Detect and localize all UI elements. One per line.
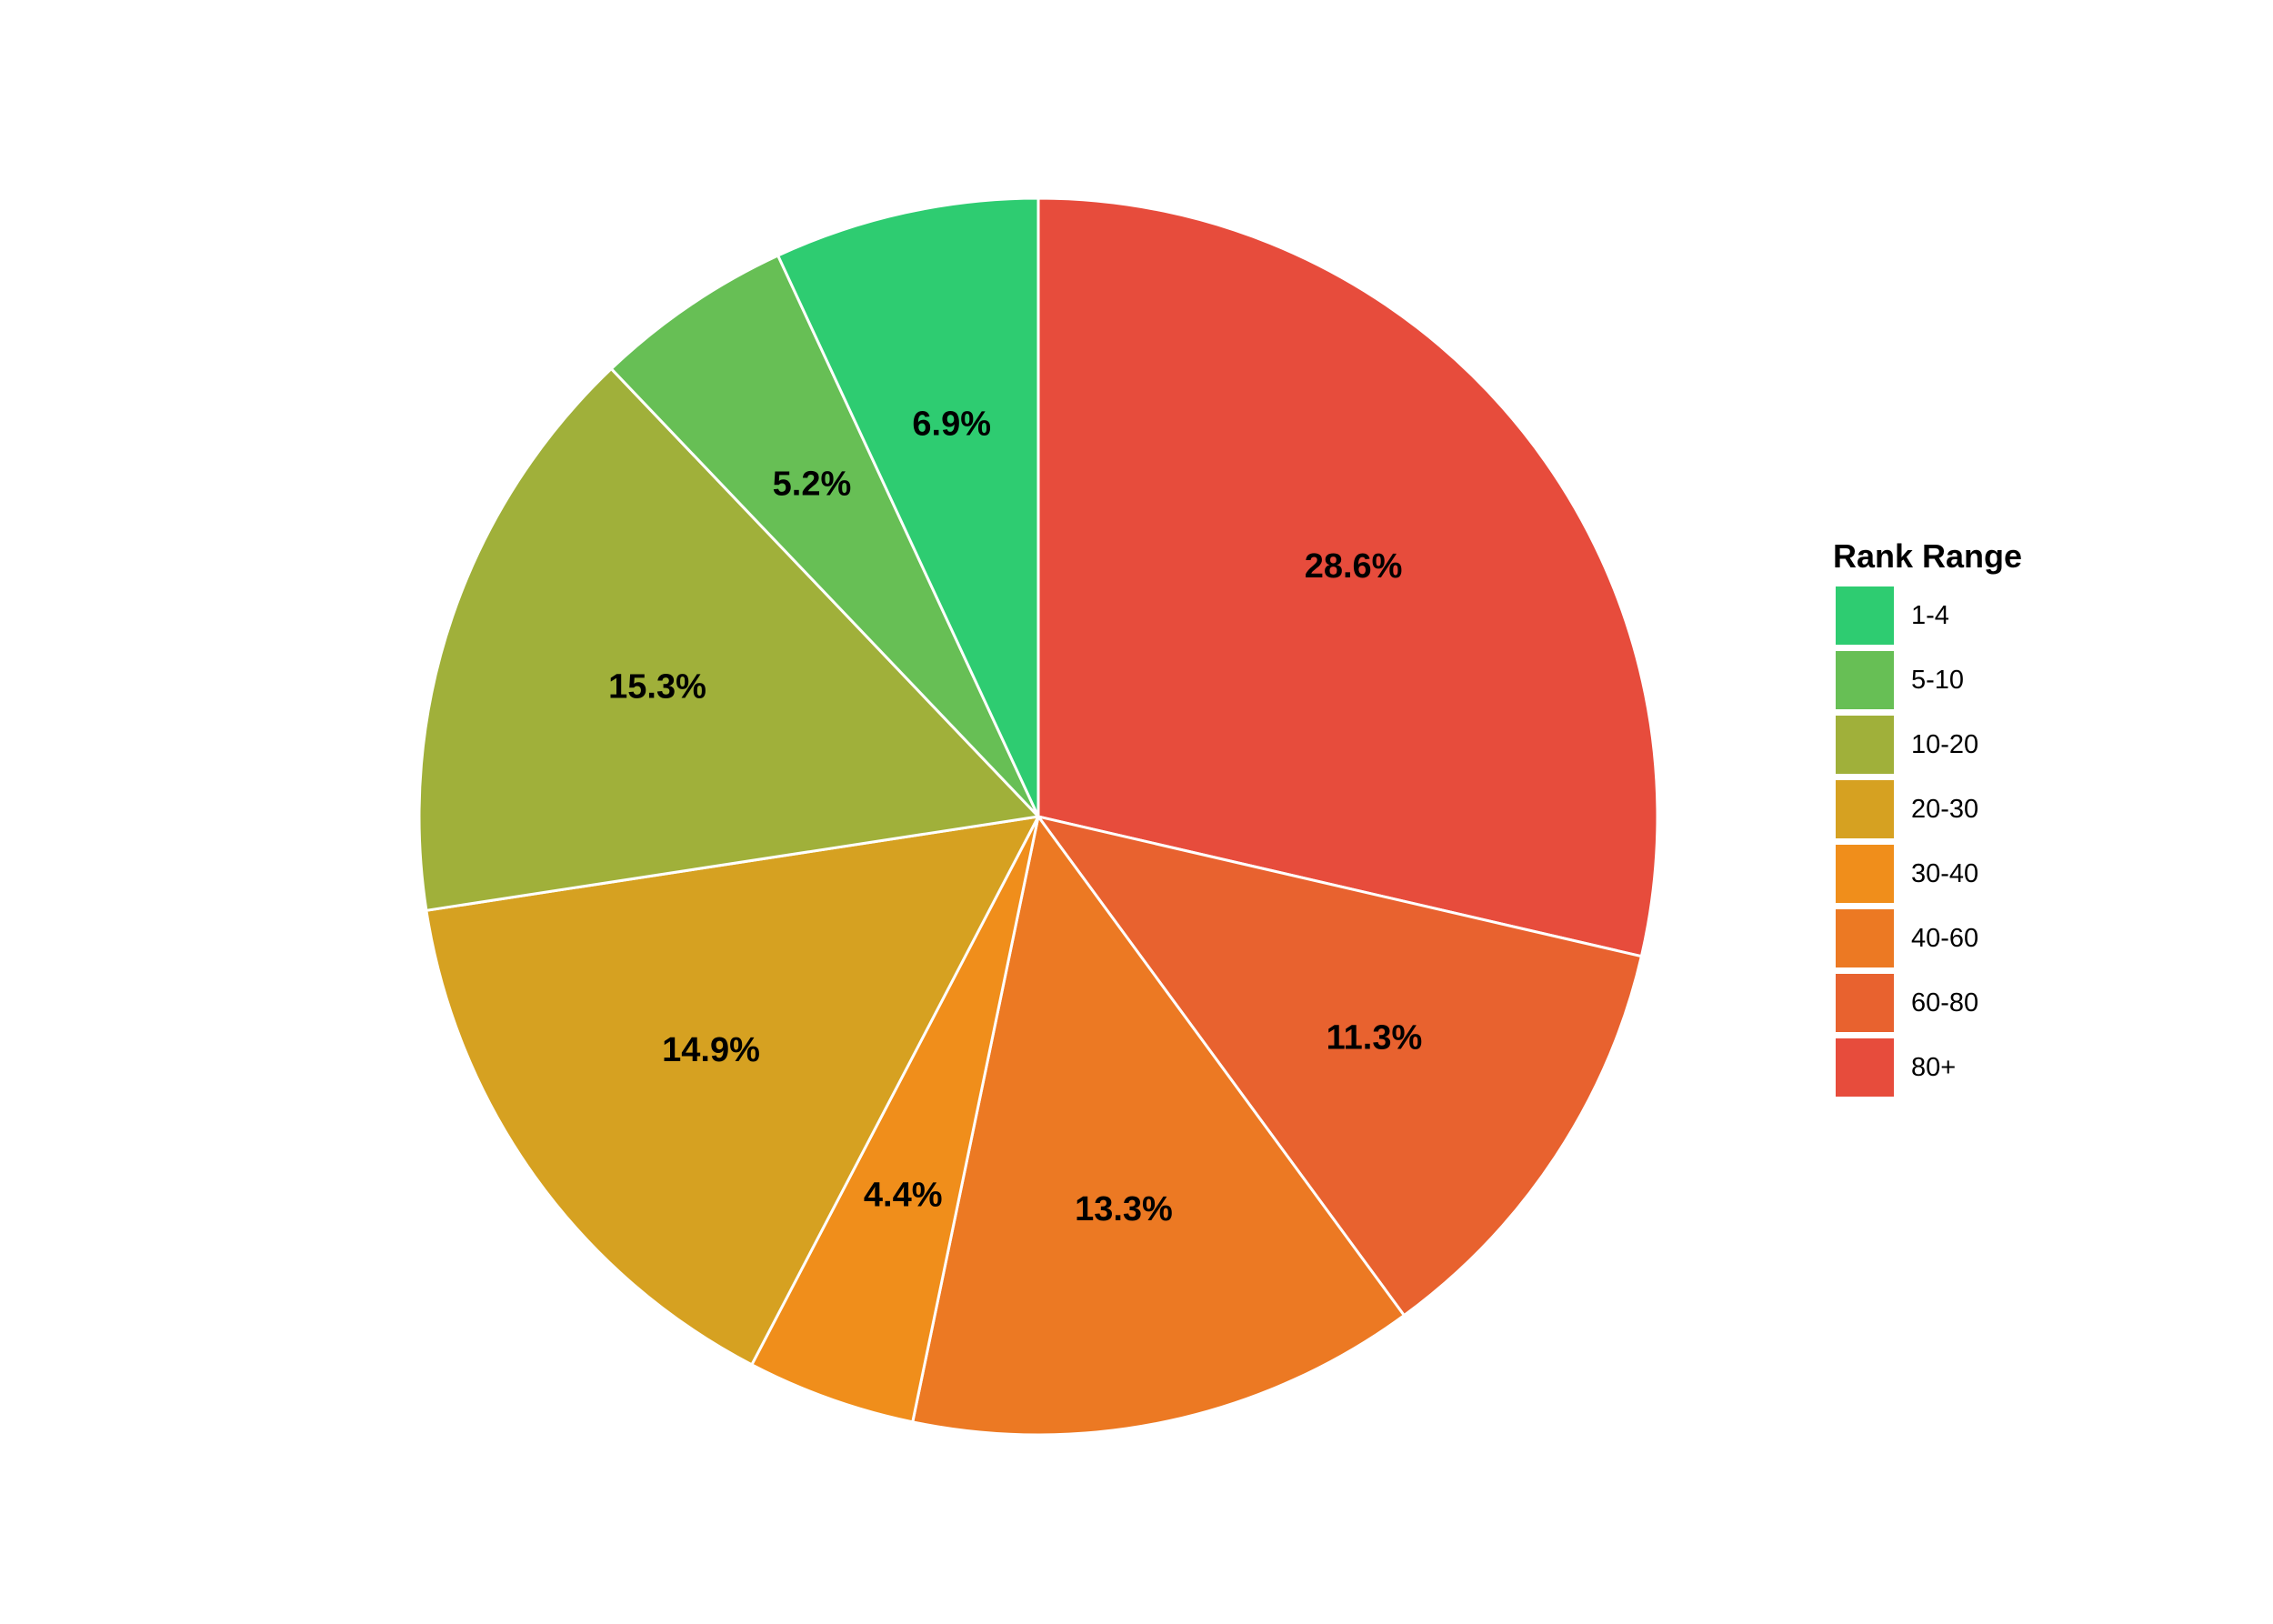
legend-label-40-60: 40-60 [1911, 924, 1978, 953]
legend-label-10-20: 10-20 [1911, 730, 1978, 759]
pie-slice-20-30 [425, 815, 1040, 1367]
legend-label-1-4: 1-4 [1911, 601, 1949, 630]
slice-label-20-30: 14.9% [662, 1031, 760, 1069]
pie-slice-10-20 [417, 367, 1040, 912]
slice-label-80+: 28.6% [1305, 547, 1403, 586]
slice-label-60-80: 11.3% [1327, 1018, 1423, 1057]
legend-swatch-10-20 [1834, 714, 1896, 776]
legend-swatch-80+ [1834, 1037, 1896, 1098]
slice-label-5-10: 5.2% [773, 466, 852, 504]
slice-label-10-20: 15.3% [608, 667, 706, 706]
pie-slice-40-60 [911, 815, 1406, 1437]
legend-swatch-5-10 [1834, 649, 1896, 711]
legend-label-20-30: 20-30 [1911, 795, 1978, 824]
legend-swatch-1-4 [1834, 585, 1896, 647]
pie-slice-labels: 28.6% 11.3% 13.3% 4.4% 14.9% 15.3% 5.2% 6.9% [608, 405, 1422, 1228]
legend-swatch-30-40 [1834, 843, 1896, 905]
pie-slice-5-10 [609, 254, 1040, 818]
pie-slice-30-40 [750, 815, 1040, 1424]
legend-swatch-20-30 [1834, 778, 1896, 840]
legend-label-80+: 80+ [1911, 1053, 1956, 1082]
legend-swatch-40-60 [1834, 907, 1896, 969]
legend-title: Rank Range [1833, 537, 2022, 575]
pie-slice-60-80 [1036, 815, 1643, 1318]
pie-slice-80+ [1036, 196, 1659, 958]
legend-label-30-40: 30-40 [1911, 859, 1978, 888]
legend-items: 1-4 5-10 10-20 20-30 30-40 40-60 60-80 80+ [1834, 585, 1978, 1098]
legend-label-60-80: 60-80 [1911, 988, 1978, 1018]
pie-slice-1-4 [776, 196, 1040, 818]
legend-swatch-60-80 [1834, 972, 1896, 1034]
legend: Rank Range 1-4 5-10 10-20 20-30 30-40 40-60 60… [1833, 537, 2022, 1098]
slice-label-1-4: 6.9% [912, 405, 991, 443]
legend-label-5-10: 5-10 [1911, 666, 1964, 695]
slice-label-30-40: 4.4% [864, 1176, 943, 1214]
slice-label-40-60: 13.3% [1075, 1190, 1173, 1228]
pie-slices [417, 196, 1659, 1437]
